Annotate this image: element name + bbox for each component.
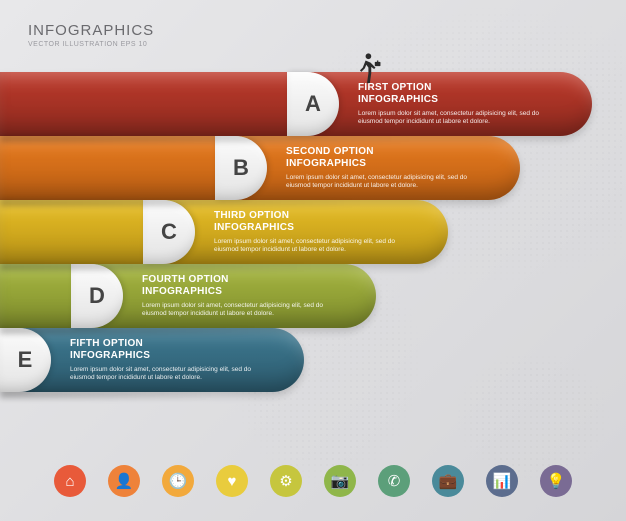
step-description: Lorem ipsum dolor sit amet, consectetur … [286,174,488,191]
page-subtitle: VECTOR ILLUSTRATION EPS 10 [28,41,154,48]
step-letter-tab: D [71,264,123,328]
step-title: FIRST OPTIONINFOGRAPHICS [358,82,560,106]
step-title: FIFTH OPTIONINFOGRAPHICS [70,338,272,362]
step-d: D FOURTH OPTIONINFOGRAPHICS Lorem ipsum do… [0,264,376,328]
person-icon: 👤 [108,465,140,497]
icon-row: ⌂ 👤 🕒 ♥ ⚙ 📷 ✆ 💼 📊 💡 [0,465,626,497]
home-icon: ⌂ [54,465,86,497]
step-description: Lorem ipsum dolor sit amet, consectetur … [142,302,344,319]
page-title: INFOGRAPHICS [28,22,154,39]
step-letter-tab: A [287,72,339,136]
step-title: THIRD OPTIONINFOGRAPHICS [214,210,416,234]
clock-icon: 🕒 [162,465,194,497]
phone-icon: ✆ [378,465,410,497]
bulb-icon: 💡 [540,465,572,497]
step-b: B SECOND OPTIONINFOGRAPHICS Lorem ipsum do… [0,136,520,200]
step-description: Lorem ipsum dolor sit amet, consectetur … [358,110,560,127]
step-title: SECOND OPTIONINFOGRAPHICS [286,146,488,170]
step-content: FIFTH OPTIONINFOGRAPHICS Lorem ipsum dolo… [52,338,304,383]
step-a: A FIRST OPTIONINFOGRAPHICS Lorem ipsum dol… [0,72,592,136]
step-c: C THIRD OPTIONINFOGRAPHICS Lorem ipsum dol… [0,200,448,264]
gear-icon: ⚙ [270,465,302,497]
step-description: Lorem ipsum dolor sit amet, consectetur … [214,238,416,255]
step-letter-tab: E [0,328,51,392]
step-description: Lorem ipsum dolor sit amet, consectetur … [70,366,272,383]
step-content: FOURTH OPTIONINFOGRAPHICS Lorem ipsum dol… [124,274,376,319]
camera-icon: 📷 [324,465,356,497]
heart-icon: ♥ [216,465,248,497]
header: INFOGRAPHICS VECTOR ILLUSTRATION EPS 10 [28,22,154,48]
step-content: SECOND OPTIONINFOGRAPHICS Lorem ipsum dol… [268,146,520,191]
step-title: FOURTH OPTIONINFOGRAPHICS [142,274,344,298]
step-content: THIRD OPTIONINFOGRAPHICS Lorem ipsum dolo… [196,210,448,255]
chart-icon: 📊 [486,465,518,497]
briefcase-icon: 💼 [432,465,464,497]
step-e: E FIFTH OPTIONINFOGRAPHICS Lorem ipsum dol… [0,328,304,392]
walking-person-icon [350,52,384,91]
step-letter-tab: B [215,136,267,200]
step-letter-tab: C [143,200,195,264]
